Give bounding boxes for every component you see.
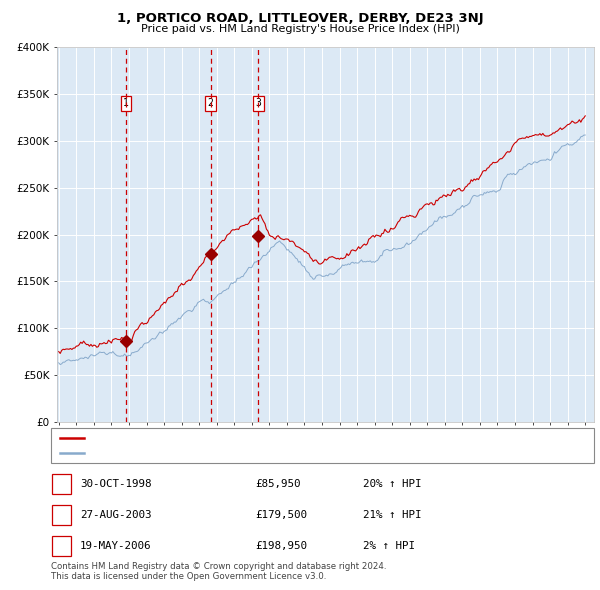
Text: 19-MAY-2006: 19-MAY-2006 — [80, 541, 151, 550]
Text: HPI: Average price, detached house, City of Derby: HPI: Average price, detached house, City… — [88, 449, 370, 458]
Text: Contains HM Land Registry data © Crown copyright and database right 2024.
This d: Contains HM Land Registry data © Crown c… — [51, 562, 386, 581]
Text: 3: 3 — [58, 541, 65, 550]
Text: 2: 2 — [58, 510, 65, 520]
Text: 1, PORTICO ROAD, LITTLEOVER, DERBY, DE23 3NJ (detached house): 1, PORTICO ROAD, LITTLEOVER, DERBY, DE23… — [88, 433, 439, 442]
Text: 2: 2 — [208, 99, 214, 109]
Text: 21% ↑ HPI: 21% ↑ HPI — [363, 510, 421, 520]
Text: 20% ↑ HPI: 20% ↑ HPI — [363, 480, 421, 489]
Text: Price paid vs. HM Land Registry's House Price Index (HPI): Price paid vs. HM Land Registry's House … — [140, 24, 460, 34]
Text: 1, PORTICO ROAD, LITTLEOVER, DERBY, DE23 3NJ: 1, PORTICO ROAD, LITTLEOVER, DERBY, DE23… — [116, 12, 484, 25]
Text: £179,500: £179,500 — [255, 510, 307, 520]
Text: 30-OCT-1998: 30-OCT-1998 — [80, 480, 151, 489]
Text: 27-AUG-2003: 27-AUG-2003 — [80, 510, 151, 520]
Text: 2% ↑ HPI: 2% ↑ HPI — [363, 541, 415, 550]
Text: £198,950: £198,950 — [255, 541, 307, 550]
Text: £85,950: £85,950 — [255, 480, 301, 489]
Text: 1: 1 — [123, 99, 129, 109]
Text: 3: 3 — [256, 99, 262, 109]
Text: 1: 1 — [58, 480, 65, 489]
